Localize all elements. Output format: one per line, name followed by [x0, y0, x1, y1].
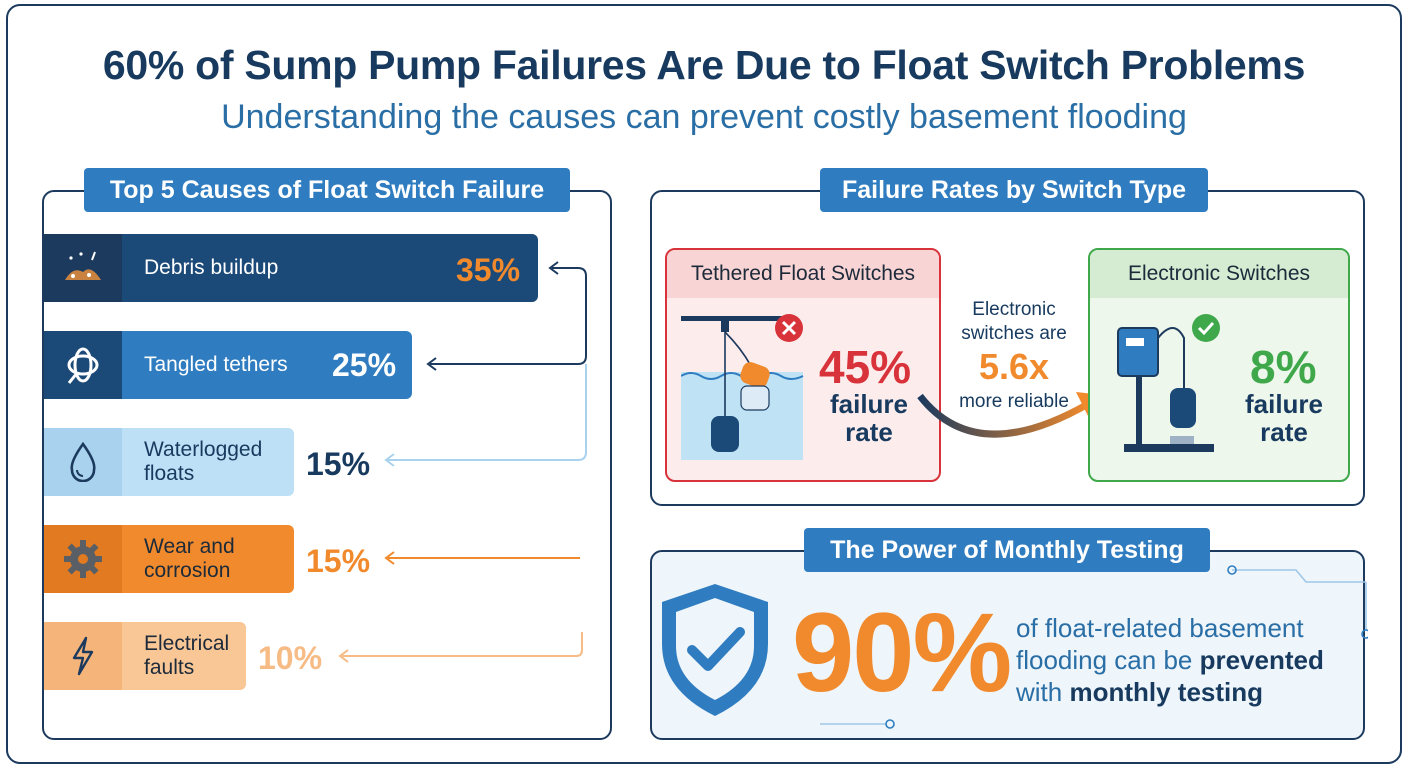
testing-value: 90%: [792, 590, 1012, 715]
testing-description: of float-related basement flooding can b…: [1016, 612, 1366, 708]
caption-line: rate: [1260, 417, 1308, 447]
x-circle-icon: [775, 314, 803, 342]
comparison-line: switches are: [961, 323, 1067, 344]
cause-label: Waterlogged floats: [144, 438, 263, 485]
debris-icon: [44, 234, 122, 302]
tethered-card: Tethered Float Switches 45% failure rate: [665, 248, 941, 482]
caption-line: failure: [1244, 389, 1324, 419]
page-title: 60% of Sump Pump Failures Are Due to Flo…: [102, 42, 1306, 88]
testing-line: with monthly testing: [1016, 676, 1366, 708]
circuit-decoration: [820, 565, 1368, 729]
comparison-text: Electronic switches are: [944, 298, 1084, 346]
tethered-float-illustration: [681, 316, 804, 460]
rates-heading: Failure Rates by Switch Type: [820, 168, 1208, 212]
testing-line: flooding can be prevented: [1016, 644, 1366, 676]
caption-line: rate: [845, 417, 893, 447]
testing-emphasis: monthly testing: [1069, 677, 1264, 707]
electronic-failure-value: 8%: [1250, 341, 1317, 393]
rope-icon: [44, 331, 122, 399]
electronic-card: Electronic Switches 8% failure rate: [1088, 248, 1350, 482]
caption-line: failure: [829, 389, 909, 419]
cause-value: 35%: [456, 252, 521, 288]
testing-emphasis: prevented: [1199, 645, 1324, 675]
electronic-card-title: Electronic Switches: [1090, 250, 1348, 298]
causes-heading: Top 5 Causes of Float Switch Failure: [84, 168, 570, 212]
cause-label: Tangled tethers: [144, 353, 288, 376]
cause-bar-waterlogged: Waterlogged floats: [44, 428, 294, 496]
cause-bar-debris: Debris buildup: [44, 234, 538, 302]
gear-icon: [44, 525, 122, 593]
testing-line: of float-related basement: [1016, 613, 1304, 643]
cause-value: 25%: [332, 347, 397, 383]
comparison-text-bottom: more reliable: [959, 391, 1069, 412]
cause-bar-corrosion: Wear and corrosion: [44, 525, 294, 593]
check-circle-icon: [1192, 314, 1220, 342]
cause-label: Wear and corrosion: [144, 535, 235, 582]
comparison-value: 5.6x: [978, 346, 1050, 387]
lightning-icon: [44, 622, 122, 690]
cause-label: Debris buildup: [144, 256, 279, 279]
cause-bar-electrical: Electrical faults: [44, 622, 246, 690]
cause-value: 15%: [306, 446, 371, 482]
water-drop-icon: [44, 428, 122, 496]
cause-label: Electrical faults: [144, 632, 230, 679]
testing-text: flooding can be: [1016, 645, 1200, 675]
testing-heading: The Power of Monthly Testing: [804, 528, 1210, 572]
page-subtitle: Understanding the causes can prevent cos…: [221, 98, 1187, 136]
cause-bar-tethers: Tangled tethers 25%: [44, 331, 412, 399]
cause-value: 10%: [258, 640, 323, 676]
tethered-failure-caption: failure rate: [817, 390, 921, 446]
tethered-card-title: Tethered Float Switches: [667, 250, 939, 298]
testing-text: with: [1016, 677, 1070, 707]
cause-connector-arrows: [338, 261, 587, 663]
comparison-line: Electronic: [972, 299, 1056, 320]
electronic-failure-caption: failure rate: [1232, 390, 1336, 446]
tethered-failure-value: 45%: [819, 341, 912, 393]
testing-panel: [650, 550, 1365, 740]
cause-value: 15%: [306, 543, 371, 579]
electronic-switch-illustration: [1117, 327, 1214, 452]
shield-check-icon: [662, 584, 768, 716]
